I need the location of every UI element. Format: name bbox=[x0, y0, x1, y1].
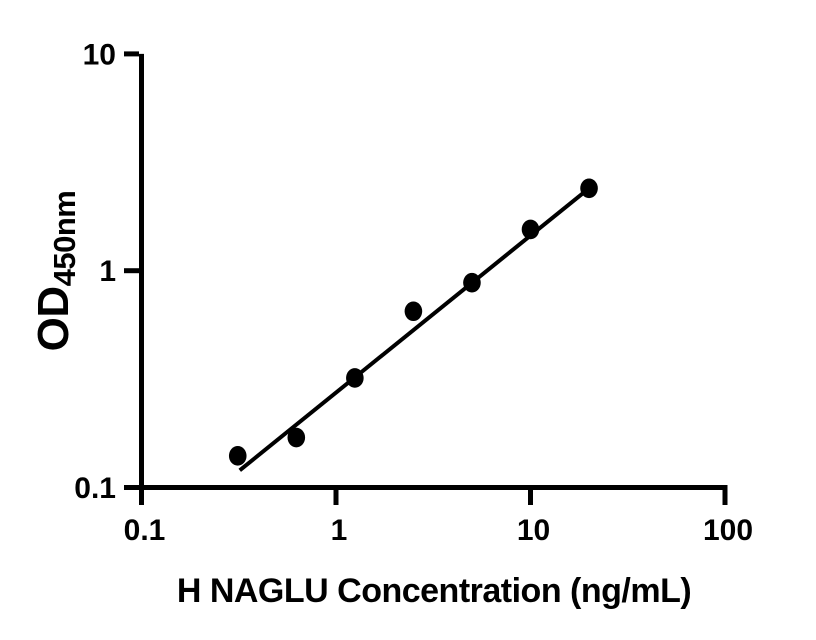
x-tick-label-100: 100 bbox=[703, 514, 753, 547]
data-point-7 bbox=[580, 178, 598, 199]
data-point-4 bbox=[404, 301, 423, 322]
data-point-3 bbox=[346, 368, 364, 388]
x-tick-label-10: 10 bbox=[517, 514, 550, 547]
y-tick-label-10: 10 bbox=[83, 38, 116, 71]
data-point-1 bbox=[228, 446, 247, 466]
x-tick-label-0.1: 0.1 bbox=[124, 514, 166, 547]
data-point-5 bbox=[463, 272, 481, 293]
data-point-2 bbox=[287, 427, 306, 448]
y-axis-title: OD450nm bbox=[29, 190, 82, 352]
x-tick-label-1: 1 bbox=[331, 514, 348, 547]
x-axis-title: H NAGLU Concentration (ng/mL) bbox=[176, 572, 692, 610]
data-point-6 bbox=[521, 219, 540, 240]
y-axis-title-main: OD bbox=[29, 286, 78, 352]
y-tick-label-0.1: 0.1 bbox=[74, 472, 116, 505]
y-tick-label-1: 1 bbox=[99, 255, 116, 288]
y-axis-title-subscript: 450nm bbox=[47, 190, 82, 287]
